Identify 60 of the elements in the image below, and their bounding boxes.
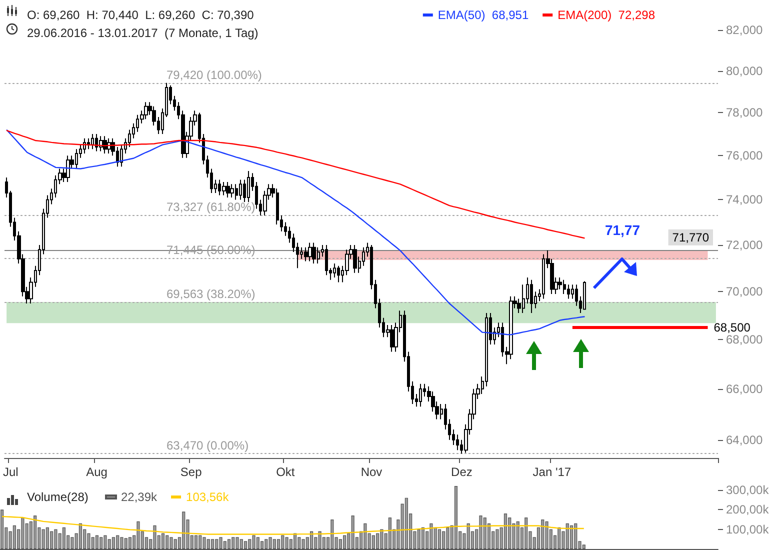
candlestick bbox=[353, 244, 357, 274]
ref-line-label: 63,470 (0.00%) bbox=[166, 438, 249, 453]
text: 71,77 bbox=[604, 222, 640, 238]
y-tick-label: 300,00k bbox=[726, 482, 770, 497]
legend-label: EMA(50) 68,951 bbox=[438, 8, 529, 22]
candlestick bbox=[583, 280, 586, 310]
y-tick-label: 80,000 bbox=[726, 64, 764, 78]
candlestick bbox=[226, 181, 230, 198]
candlestick bbox=[66, 155, 70, 182]
ref-line-label: 69,563 (38.20%) bbox=[166, 286, 256, 301]
y-tick-label: 76,000 bbox=[726, 148, 764, 163]
y-tick-label: 64,000 bbox=[726, 432, 764, 447]
candlestick bbox=[308, 242, 312, 262]
chart-title: O: 69,260 H: 70,440 L: 69,260 C: 70,390 bbox=[27, 8, 254, 22]
ref-line-label: 73,327 (61.80%) bbox=[166, 200, 256, 214]
candlestick bbox=[325, 244, 328, 276]
candlestick bbox=[509, 296, 513, 360]
x-tick-label: Jul bbox=[2, 465, 18, 479]
legend-label: 103,56k bbox=[186, 490, 230, 504]
candlestick bbox=[530, 279, 533, 314]
candlestick bbox=[239, 179, 242, 200]
candlestick bbox=[333, 263, 336, 278]
x-tick-label: Sep bbox=[180, 465, 202, 479]
candlestick bbox=[390, 324, 394, 352]
candlestick bbox=[247, 170, 250, 202]
legend-label: 22,39k bbox=[121, 490, 158, 504]
line-series bbox=[6, 129, 586, 336]
x-tick-label: Nov bbox=[360, 465, 382, 479]
line-series bbox=[6, 130, 586, 239]
y-tick-label: 78,000 bbox=[726, 106, 764, 120]
x-tick-label: Dez bbox=[451, 465, 472, 479]
x-tick-label: Jan '17 bbox=[532, 465, 572, 479]
y-tick-label: 74,000 bbox=[726, 192, 764, 207]
candlestick bbox=[337, 265, 340, 283]
candlestick bbox=[567, 284, 570, 300]
ref-line-label: 71,770 bbox=[672, 230, 710, 244]
ref-line-label: 68,500 bbox=[714, 320, 751, 334]
chart-subtitle: 29.06.2016 - 13.01.2017 (7 Monate, 1 Tag) bbox=[27, 26, 258, 40]
candlestick bbox=[304, 246, 308, 262]
chart-title: Volume(28) bbox=[27, 490, 88, 504]
y-tick-label: 66,000 bbox=[726, 382, 764, 396]
candlestick bbox=[144, 102, 148, 120]
ref-line-label: 79,420 (100.00%) bbox=[166, 68, 262, 82]
candlestick bbox=[83, 138, 86, 154]
y-tick-label: 68,000 bbox=[726, 332, 764, 347]
line-series bbox=[1, 516, 584, 535]
y-tick-label: 72,000 bbox=[726, 238, 764, 252]
candlestick bbox=[230, 184, 234, 198]
x-tick-label: Okt bbox=[276, 465, 296, 479]
y-tick-label: 100,00k bbox=[726, 522, 770, 536]
candlestick bbox=[419, 383, 422, 408]
candlestick bbox=[222, 181, 226, 196]
candlestick bbox=[558, 277, 562, 290]
y-tick-label: 200,00k bbox=[726, 502, 770, 517]
candlestick bbox=[91, 134, 94, 150]
y-tick-label: 70,000 bbox=[726, 284, 764, 299]
candlestick bbox=[312, 242, 316, 264]
legend-label: EMA(200) 72,298 bbox=[558, 8, 656, 22]
y-tick-label: 82,000 bbox=[726, 23, 764, 37]
x-tick-label: Aug bbox=[86, 465, 108, 479]
